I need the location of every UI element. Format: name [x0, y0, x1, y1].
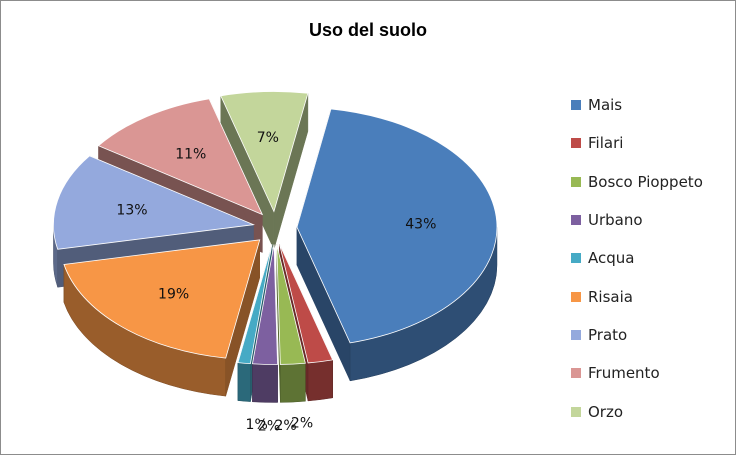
legend-item-bosco-pioppeto: Bosco Pioppeto	[571, 163, 703, 201]
slice-bosco-pioppeto	[276, 244, 306, 403]
legend-label: Acqua	[588, 249, 635, 268]
data-label-frumento: 11%	[175, 147, 206, 163]
data-label-risaia: 19%	[158, 286, 189, 302]
legend: Mais Filari Bosco Pioppeto Urbano Acqua Risai…	[571, 86, 703, 431]
legend-swatch	[571, 100, 581, 111]
legend-label: Filari	[588, 134, 624, 153]
legend-label: Orzo	[588, 402, 624, 421]
data-label-urbano: 2%	[258, 418, 280, 434]
slice-prato	[53, 155, 255, 288]
data-label-acqua: 1%	[246, 417, 268, 433]
legend-item-mais: Mais	[571, 86, 703, 124]
legend-item-prato: Prato	[571, 316, 703, 354]
legend-swatch	[571, 329, 581, 340]
data-label-prato: 13%	[116, 203, 147, 219]
data-label-filari: 2%	[291, 416, 313, 432]
data-label-bosco-pioppeto: 2%	[275, 418, 297, 434]
legend-label: Risaia	[588, 287, 633, 306]
legend-item-acqua: Acqua	[571, 239, 703, 277]
legend-label: Urbano	[588, 211, 643, 230]
legend-swatch	[571, 215, 581, 226]
legend-swatch	[571, 291, 581, 302]
chart-title: Uso del suolo	[308, 20, 427, 40]
slice-risaia	[63, 239, 261, 397]
legend-label: Mais	[588, 96, 623, 115]
legend-item-urbano: Urbano	[571, 201, 703, 239]
slice-urbano	[251, 244, 278, 403]
legend-swatch	[571, 368, 581, 379]
legend-swatch	[571, 138, 581, 149]
legend-swatch	[571, 406, 581, 417]
legend-item-risaia: Risaia	[571, 277, 703, 315]
legend-swatch	[571, 176, 581, 187]
legend-item-frumento: Frumento	[571, 354, 703, 392]
legend-swatch	[571, 253, 581, 264]
slice-mais	[296, 108, 498, 382]
data-label-orzo: 7%	[257, 130, 279, 146]
legend-label: Bosco Pioppeto	[588, 172, 703, 191]
legend-label: Prato	[588, 325, 628, 344]
data-label-mais: 43%	[405, 217, 436, 233]
legend-item-orzo: Orzo	[571, 392, 703, 430]
legend-item-filari: Filari	[571, 124, 703, 162]
legend-label: Frumento	[588, 364, 660, 383]
